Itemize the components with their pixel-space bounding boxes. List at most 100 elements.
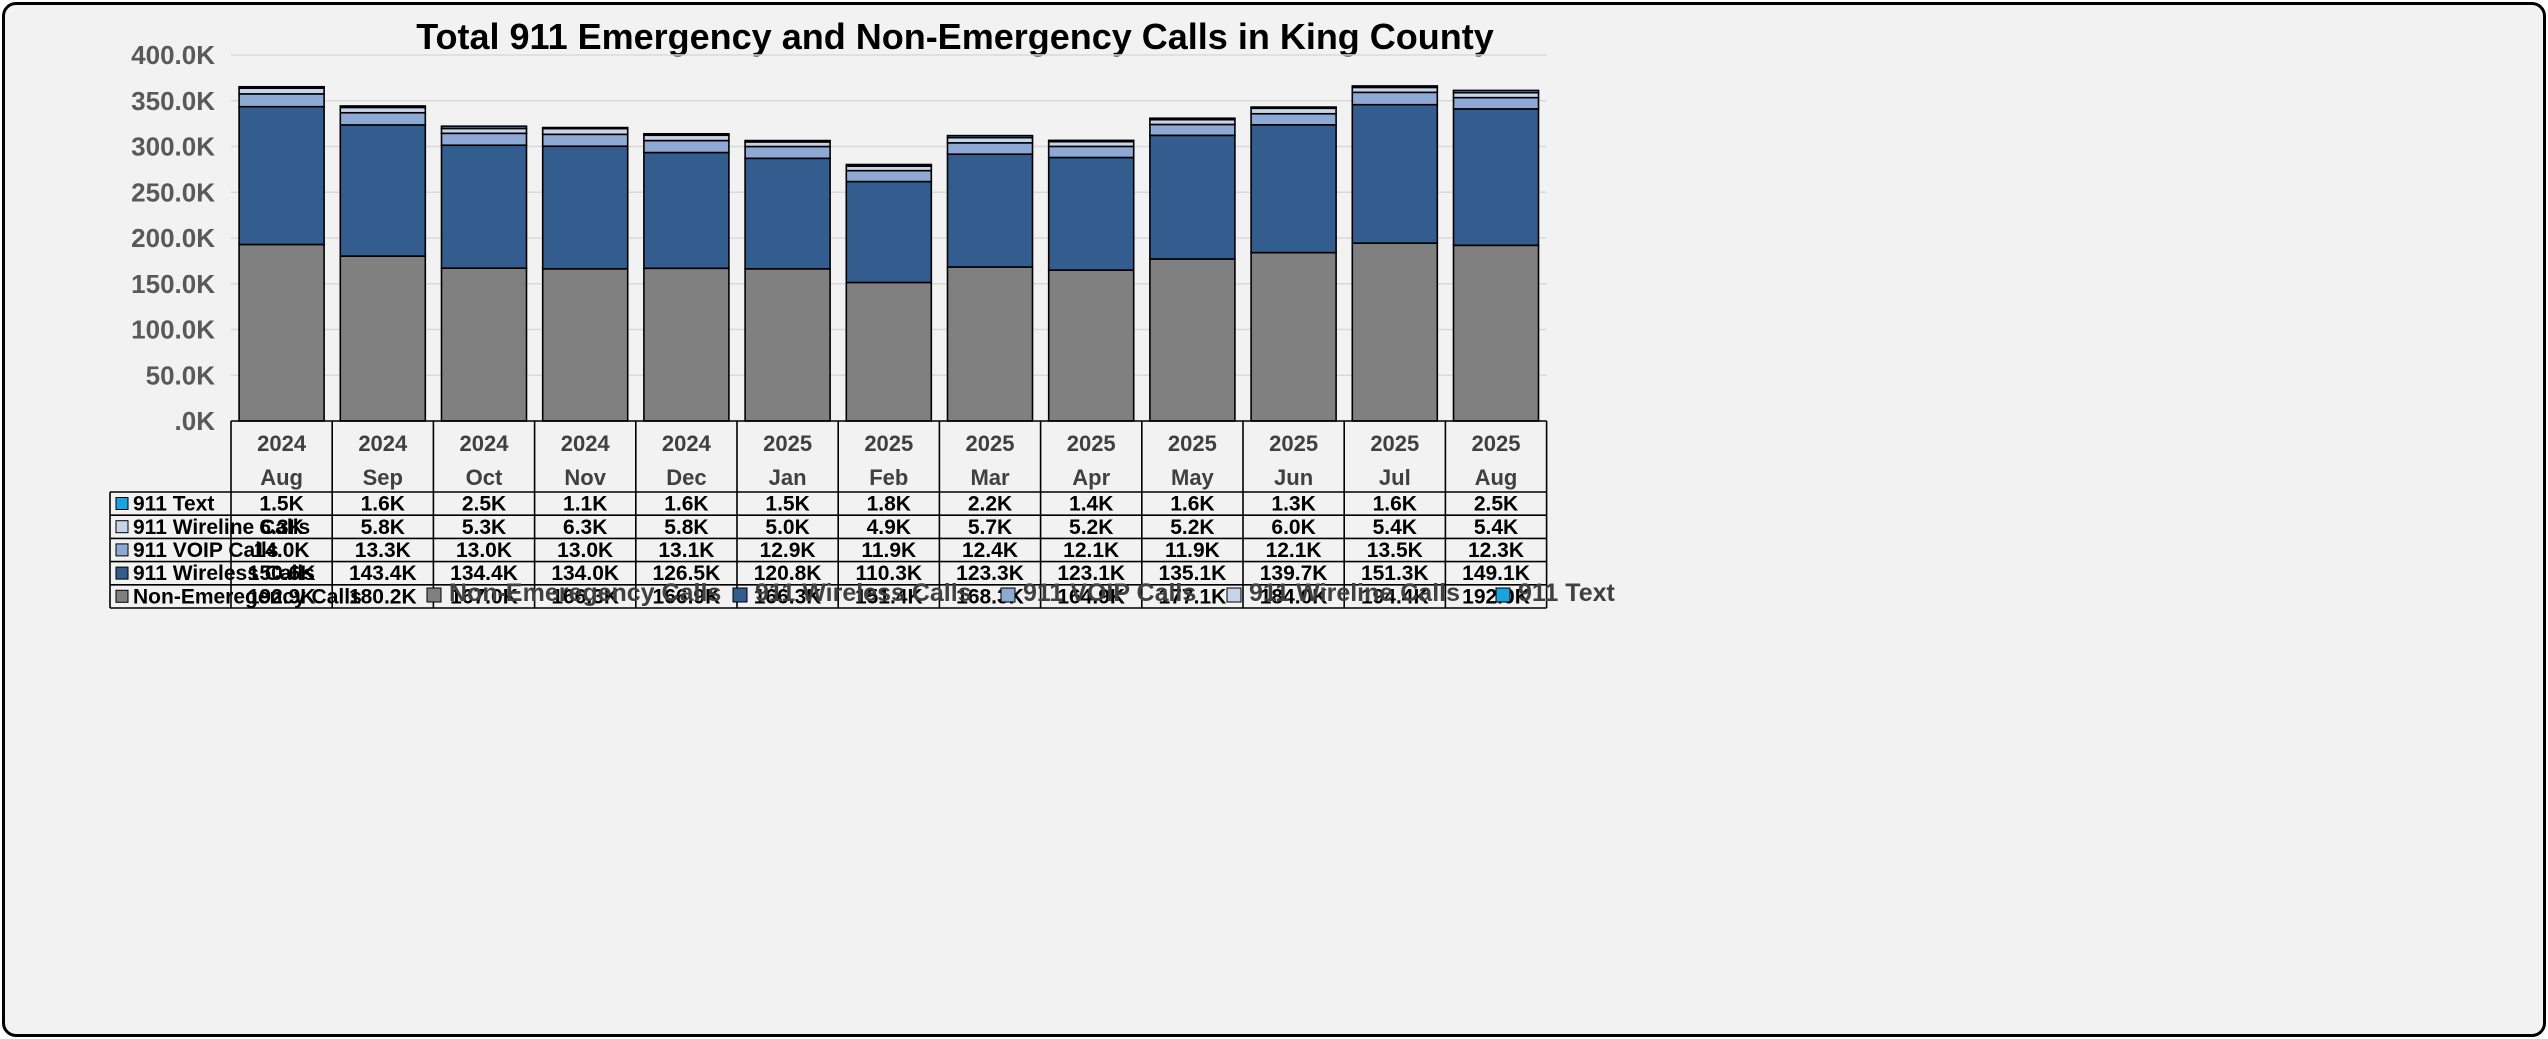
legend-label: 911 Wireless Calls [755,579,972,607]
bar-segment-911-wireless-calls [1452,108,1540,247]
table-cell-value: 110.3K [856,562,923,585]
bar-segment-911-wireless-calls [946,153,1034,268]
bar-segment-non-emeregency-calls [744,268,831,422]
table-cell-value: 5.3K [462,516,506,539]
table-cell-value: 12.1K [1266,539,1322,562]
table-cell-value: 194.4K [1361,585,1429,608]
table-cell-value: 134.0K [551,562,619,585]
category-month-label: Feb [869,465,908,490]
table-cell-value: 13.0K [557,539,613,562]
table-cell-value: 14.0K [254,539,310,562]
bar-segment-911-wireless-calls [845,180,933,284]
table-cell-value: 5.4K [1373,516,1417,539]
table-cell-value: 13.3K [355,539,411,562]
table-row-label: 911 Wireless Calls [133,562,315,585]
table-cell-value: 2.5K [1474,493,1518,516]
table-cell-value: 126.5K [653,562,721,585]
bar-segment-911-wireless-calls [1047,156,1135,271]
table-cell-value: 1.6K [361,493,405,516]
bar-segment-non-emeregency-calls [946,266,1034,422]
table-cell-value: 11.9K [861,539,916,562]
table-cell-value: 5.7K [968,516,1012,539]
bar-segment-911-text [1351,85,1439,89]
bar-segment-911-text [845,163,933,167]
y-tick-label: 200.0K [131,223,215,253]
bar-segment-911-wireless-calls [1149,134,1236,260]
bar-segment-non-emeregency-calls [1149,258,1236,422]
bar-segment-911-voip-calls [643,139,730,154]
table-cell-value: 13.1K [658,539,714,562]
category-year-label: 2024 [561,431,611,456]
bar-segment-non-emeregency-calls [541,268,629,422]
category-year-label: 2024 [662,431,712,456]
legend-label: 911 Wireline Calls [1249,579,1460,607]
table-cell-value: 184.0K [1260,585,1328,608]
bar-segment-non-emeregency-calls [643,267,730,422]
table-cell-value: 5.2K [1170,516,1214,539]
bar-segment-911-voip-calls [1149,123,1236,137]
y-tick-label: 400.0K [131,40,215,70]
table-cell-value: 1.6K [1170,493,1214,516]
table-cell-value: 4.9K [867,516,911,539]
bar-segment-911-text [440,125,528,130]
bar-segment-911-text [339,105,427,109]
table-cell-value: 166.9K [653,585,721,608]
category-year-label: 2025 [1472,431,1521,456]
category-year-label: 2024 [257,431,307,456]
bar-segment-911-voip-calls [1047,145,1135,159]
table-cell-value: 2.5K [462,493,506,516]
bar-segment-911-text [238,85,325,89]
table-row-label: 911 Wireline Calls [133,516,310,539]
y-tick-label: 250.0K [131,177,215,207]
table-cell-value: 135.1K [1159,562,1227,585]
category-year-label: 2025 [1370,431,1419,456]
bar-segment-non-emeregency-calls [1250,251,1337,422]
legend: Non-Emeregency Calls 911 Wireless Calls 91… [426,579,1616,607]
bar-segment-911-voip-calls [440,132,528,147]
y-tick-label: 350.0K [131,86,215,116]
table-cell-value: 1.8K [867,493,911,516]
bar-segment-911-text [946,134,1034,139]
legend-swatch [426,587,442,603]
category-year-label: 2025 [864,431,913,456]
bar-segment-911-voip-calls [1250,112,1337,126]
legend-label: 911 VOIP Calls [1023,579,1196,607]
y-tick-label: 300.0K [131,132,215,162]
bar-segment-911-wireless-calls [541,145,629,270]
bar-segment-non-emeregency-calls [440,267,528,422]
bar-segment-non-emeregency-calls [339,255,427,422]
category-month-label: Dec [666,465,706,490]
category-month-label: Jul [1379,465,1411,490]
legend-swatch [1000,587,1016,603]
bar-segment-911-wireless-calls [238,105,325,246]
bar-segment-911-voip-calls [845,169,933,183]
table-cell-value: 1.5K [765,493,809,516]
chart-canvas: Total 911 Emergency and Non-Emergency Ca… [109,16,1616,609]
table-cell-value: 151.3K [1361,562,1429,585]
category-year-label: 2025 [966,431,1015,456]
table-cell-value: 1.5K [259,493,303,516]
bar-segment-non-emeregency-calls [1047,269,1135,422]
y-axis-tick-labels: .0K 50.0K 100.0K 150.0K 200.0K 250.0K 300.0K 35… [131,40,215,436]
table-cell-value: 1.6K [1373,493,1417,516]
table-cell-value: 164.9K [1057,585,1125,608]
bar-segment-911-wireless-calls [440,144,528,269]
bar-segment-911-wireline-calls [541,127,629,136]
table-cell-value: 180.2K [349,585,417,608]
bar-segment-911-text [1250,106,1337,110]
bar-segment-911-text [744,139,831,143]
bar-segment-911-text [1452,89,1540,94]
table-cell-value: 1.3K [1271,493,1315,516]
table-cell-value: 139.7K [1260,562,1328,585]
table-cell-value: 166.3K [754,585,822,608]
table-row-swatch [115,566,129,580]
table-cell-value: 2.2K [968,493,1012,516]
bar-segment-911-wireless-calls [1250,124,1337,254]
table-cell-value: 6.0K [1271,516,1315,539]
table-cell-value: 12.9K [760,539,816,562]
category-year-label: 2025 [763,431,812,456]
table-cell-value: 5.8K [664,516,708,539]
bar-segment-911-voip-calls [339,111,427,126]
bar-segment-non-emeregency-calls [238,243,325,422]
